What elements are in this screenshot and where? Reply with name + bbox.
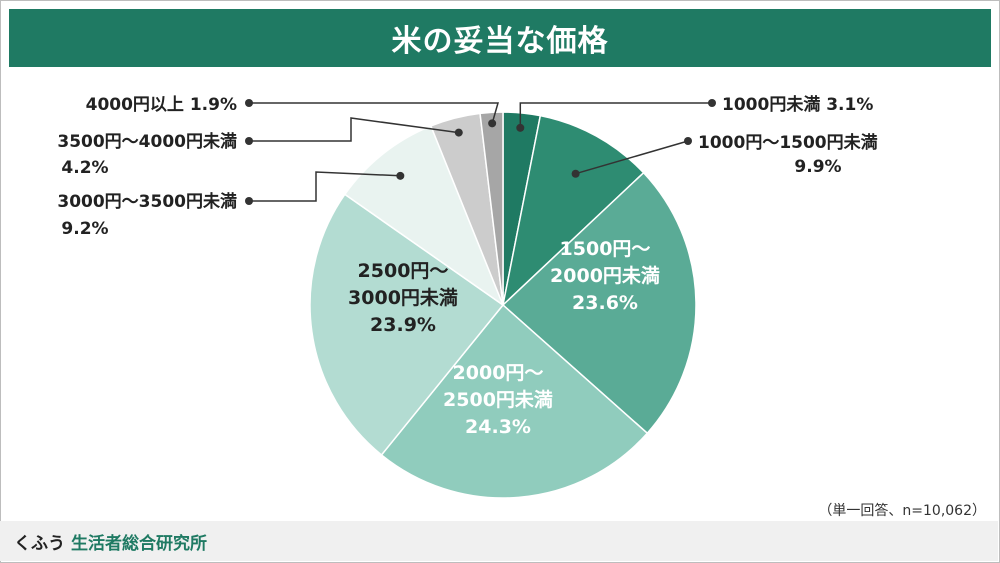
slice-label-3-line-1: 1500円〜 (560, 238, 651, 260)
callout-end-dot-1 (708, 99, 716, 107)
slice-label-3-line-2: 2000円未満 (550, 264, 660, 287)
callout-end-dot-6 (245, 197, 253, 205)
inside-labels: 1500円〜 2000円未満 23.6% 2000円〜 2500円未満 24.3% 2500… (348, 238, 660, 438)
slice-label-4-line-2: 2500円未満 (443, 388, 553, 411)
callout-anchor-dot-1 (516, 123, 525, 132)
callout-label-2-line-2: 9.9% (794, 157, 841, 177)
callout-line-6 (249, 171, 401, 202)
callout-end-dot-8 (245, 99, 253, 107)
pie-slices (309, 111, 697, 499)
pie-slice-8 (479, 111, 504, 306)
pie-slice-6 (343, 125, 505, 308)
callout-line-2 (575, 140, 689, 175)
callout-label-6-line-2: 9.2% (61, 219, 108, 239)
callout-line-1 (519, 102, 712, 128)
callout-anchor-dot-7 (454, 128, 463, 137)
sample-note: （単一回答、n=10,062） (818, 503, 986, 519)
slice-label-3-line-3: 23.6% (572, 292, 638, 314)
callout-label-7-line-2: 4.2% (61, 158, 108, 178)
pie-slice-5 (309, 193, 505, 456)
brand-name: 生活者総合研究所 (71, 533, 207, 554)
pie-slice-2 (501, 114, 645, 308)
callout-end-dot-7 (245, 137, 253, 145)
callout-line-8 (249, 102, 499, 124)
callout-label-6-line-1: 3000円〜3500円未満 (57, 191, 237, 212)
callout-label-7-line-1: 3500円〜4000円未満 (57, 131, 237, 152)
slice-label-4-line-3: 24.3% (465, 416, 531, 438)
footer: くふう 生活者総合研究所 (0, 521, 998, 561)
chart-title: 米の妥当な価格 (9, 9, 991, 67)
slice-label-5-line-2: 3000円未満 (348, 286, 458, 309)
slice-label-5-line-1: 2500円〜 (358, 260, 449, 282)
callout-label-8-line-1: 4000円以上 1.9% (86, 95, 237, 115)
slice-label-5-line-3: 23.9% (370, 314, 436, 336)
callout-line-7 (249, 117, 459, 142)
callouts: 1000円未満 3.1% 1000円〜1500円未満 9.9% 3000円〜3500円… (57, 94, 877, 239)
callout-label-2-line-1: 1000円〜1500円未満 (698, 132, 878, 153)
brand-kana: くふう (14, 533, 65, 554)
callout-anchor-dot-8 (488, 119, 497, 128)
pie-slice-3 (501, 171, 697, 435)
callout-anchor-dot-2 (571, 169, 580, 178)
pie-slice-4 (380, 303, 649, 499)
callout-anchor-dot-6 (396, 171, 405, 180)
callout-label-1-line-1: 1000円未満 3.1% (722, 94, 873, 115)
slice-label-4-line-1: 2000円〜 (453, 362, 544, 384)
callout-end-dot-2 (684, 137, 692, 145)
